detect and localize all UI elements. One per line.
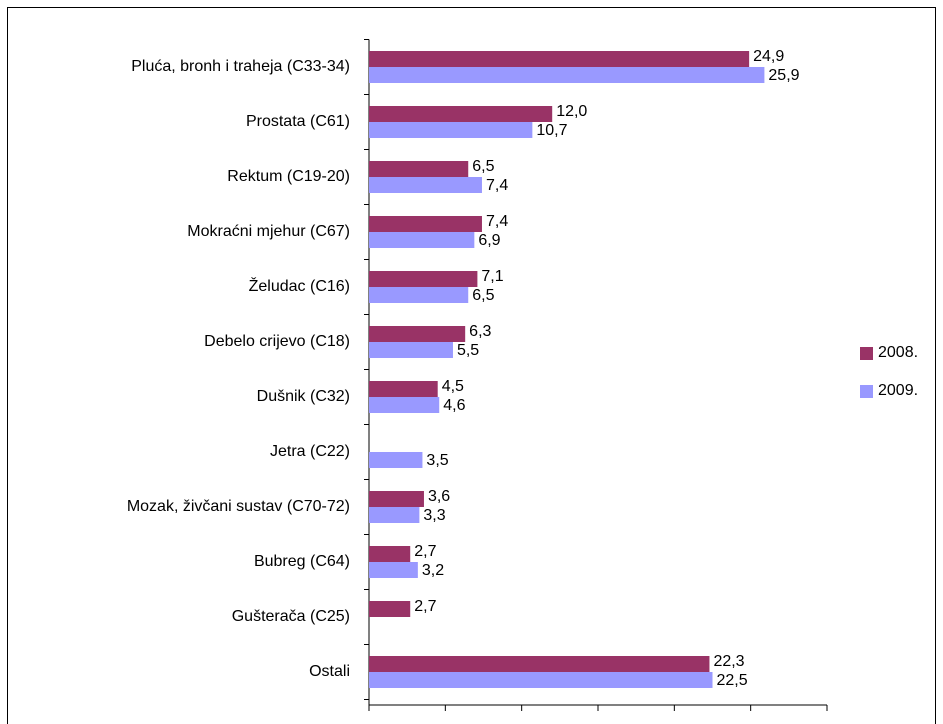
bar bbox=[369, 601, 411, 617]
category-label: Pluća, bronh i traheja (C33-34) bbox=[131, 58, 350, 75]
bar bbox=[369, 507, 420, 523]
bar bbox=[369, 161, 469, 177]
legend-swatch bbox=[860, 385, 873, 398]
bar bbox=[369, 232, 475, 248]
legend-label: 2008. bbox=[878, 344, 918, 361]
legend-label: 2009. bbox=[878, 382, 918, 399]
value-label: 6,3 bbox=[469, 323, 491, 340]
bar bbox=[369, 177, 482, 193]
bar bbox=[369, 491, 424, 507]
bar bbox=[369, 106, 553, 122]
legend-swatch bbox=[860, 347, 873, 360]
value-label: 12,0 bbox=[556, 103, 587, 120]
value-label: 3,2 bbox=[422, 562, 444, 579]
value-label: 6,5 bbox=[472, 158, 494, 175]
bar bbox=[369, 452, 423, 468]
value-label: 4,5 bbox=[442, 378, 464, 395]
category-label: Bubreg (C64) bbox=[254, 553, 350, 570]
bar bbox=[369, 122, 533, 138]
category-label: Ostali bbox=[309, 663, 350, 680]
value-label: 25,9 bbox=[768, 67, 799, 84]
category-label: Želudac (C16) bbox=[249, 276, 350, 295]
value-label: 7,4 bbox=[486, 177, 508, 194]
value-label: 7,1 bbox=[481, 268, 503, 285]
category-label: Debelo crijevo (C18) bbox=[204, 333, 350, 350]
bar bbox=[369, 656, 710, 672]
value-label: 4,6 bbox=[443, 397, 465, 414]
category-label: Gušterača (C25) bbox=[232, 608, 350, 625]
value-label: 6,5 bbox=[472, 287, 494, 304]
value-label: 6,9 bbox=[478, 232, 500, 249]
bar bbox=[369, 397, 440, 413]
value-label: 2,7 bbox=[414, 598, 436, 615]
category-label: Prostata (C61) bbox=[246, 113, 350, 130]
value-label: 3,3 bbox=[423, 507, 445, 524]
value-label: 2,7 bbox=[414, 543, 436, 560]
value-label: 22,3 bbox=[713, 653, 744, 670]
value-label: 10,7 bbox=[536, 122, 567, 139]
value-label: 3,6 bbox=[428, 488, 450, 505]
category-label: Rektum (C19-20) bbox=[227, 168, 350, 185]
value-label: 24,9 bbox=[753, 48, 784, 65]
category-label: Dušnik (C32) bbox=[257, 388, 350, 405]
value-label: 5,5 bbox=[457, 342, 479, 359]
bar bbox=[369, 562, 418, 578]
bar bbox=[369, 287, 469, 303]
value-label: 7,4 bbox=[486, 213, 508, 230]
value-label: 22,5 bbox=[717, 672, 748, 689]
bar bbox=[369, 326, 466, 342]
bar bbox=[369, 216, 482, 232]
bar bbox=[369, 546, 411, 562]
category-label: Mokraćni mjehur (C67) bbox=[187, 223, 350, 240]
bar bbox=[369, 67, 765, 83]
category-label: Jetra (C22) bbox=[270, 443, 350, 460]
bar bbox=[369, 271, 478, 287]
bar bbox=[369, 381, 438, 397]
bar bbox=[369, 342, 453, 358]
bar bbox=[369, 672, 713, 688]
bar bbox=[369, 51, 750, 67]
value-label: 3,5 bbox=[426, 452, 448, 469]
category-label: Mozak, živčani sustav (C70-72) bbox=[127, 498, 350, 515]
